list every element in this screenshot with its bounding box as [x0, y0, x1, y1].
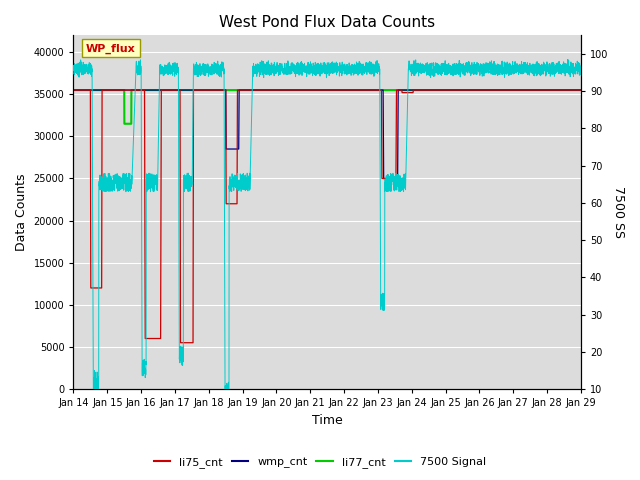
Y-axis label: 7500 SS: 7500 SS	[612, 186, 625, 238]
Y-axis label: Data Counts: Data Counts	[15, 173, 28, 251]
Text: WP_flux: WP_flux	[86, 43, 136, 53]
Legend: li75_cnt, wmp_cnt, li77_cnt, 7500 Signal: li75_cnt, wmp_cnt, li77_cnt, 7500 Signal	[149, 452, 491, 472]
Title: West Pond Flux Data Counts: West Pond Flux Data Counts	[219, 15, 435, 30]
X-axis label: Time: Time	[312, 414, 342, 427]
